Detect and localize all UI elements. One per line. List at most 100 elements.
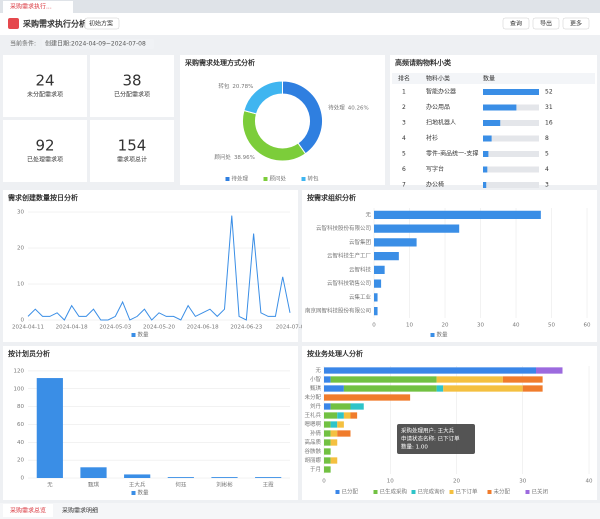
tooltip-line: 采购处理用户: 王大兵 (401, 427, 455, 435)
rank: 1 (402, 89, 406, 96)
filter-label: 当前条件: (10, 40, 36, 48)
bar (374, 265, 385, 274)
bar-segment (330, 430, 338, 437)
legend-swatch (131, 333, 136, 337)
x-tick-label: 0 (372, 323, 376, 329)
legend-label: 数量 (138, 331, 150, 339)
x-tick-label: 2024-06-23 (230, 325, 262, 331)
legend-swatch (430, 333, 435, 337)
bar-segment (324, 394, 411, 401)
tooltip (397, 424, 475, 454)
y-tick-label: 南京网智科技股份有限公司 (305, 307, 371, 315)
button[interactable] (502, 17, 530, 30)
rank: 2 (402, 104, 406, 111)
page-title: 采购需求执行分析 (22, 19, 87, 29)
bottom-tab[interactable] (55, 504, 105, 517)
y-tick-label: 云智科技 (349, 265, 372, 273)
bar-segment (502, 376, 543, 383)
legend-label: 已下订单 (456, 488, 479, 496)
x-tick-label: 王霞 (263, 482, 275, 489)
y-tick-label: 无 (365, 211, 371, 218)
filter-tag[interactable] (42, 39, 154, 49)
y-tick-label: 未分配 (304, 393, 321, 401)
button-label[interactable]: 查询 (510, 20, 522, 28)
bar (36, 378, 63, 478)
x-tick-label: 2024-04-18 (56, 325, 88, 331)
y-tick-label: 20 (17, 246, 24, 252)
button[interactable] (562, 17, 590, 30)
column-header: 物料小类 (426, 75, 450, 83)
x-tick-label: 10 (387, 479, 394, 485)
bar (374, 210, 541, 219)
panel (3, 190, 298, 342)
legend-swatch (131, 491, 136, 495)
bar-segment (324, 403, 331, 410)
bar-segment (324, 448, 331, 455)
header (0, 13, 600, 35)
y-tick-label: 20 (17, 458, 24, 464)
tooltip-line: 申请状态名称: 已下订单 (401, 435, 460, 443)
rank: 6 (402, 166, 406, 173)
bottom-tab-label[interactable]: 采购需求总览 (10, 507, 46, 515)
table-title: 高频请购物料小类 (395, 58, 452, 67)
y-tick-label: 0 (21, 476, 25, 482)
bottom-tab[interactable] (3, 504, 53, 517)
line (27, 215, 291, 321)
legend-label: 转包 (308, 175, 320, 183)
chart-title: 按计划员分析 (8, 349, 50, 358)
y-tick-label: 120 (14, 368, 25, 374)
bar (483, 120, 501, 126)
bar-segment (330, 376, 437, 383)
pie-slice (243, 80, 283, 115)
bar-segment (324, 412, 338, 419)
x-tick-label: 刘彬彬 (216, 481, 233, 489)
scheme-select[interactable] (84, 17, 120, 30)
bar (167, 477, 194, 478)
kpi-value: 24 (35, 72, 54, 90)
y-tick-label: 刘丹 (310, 402, 322, 410)
tab-bar (0, 0, 600, 13)
bar-segment (337, 412, 344, 419)
tab[interactable] (3, 1, 73, 13)
y-tick-label: 云集工业 (349, 293, 372, 301)
x-tick-label: 40 (513, 323, 520, 329)
button-label[interactable]: 导出 (540, 20, 552, 28)
legend-label: 未分配 (494, 488, 511, 496)
scheme-label[interactable]: 初始方案 (89, 20, 113, 28)
panel (3, 55, 87, 117)
y-tick-label: 40 (17, 440, 24, 446)
x-tick-label: 2024-06-18 (187, 325, 219, 331)
bar-segment (536, 367, 563, 374)
kpi-value: 154 (118, 137, 147, 155)
bar (483, 166, 488, 173)
button[interactable] (532, 17, 560, 30)
material: 零件-商品统一-支撑 (426, 150, 478, 158)
x-tick-label: 王大兵 (129, 481, 146, 489)
legend-label: 已完成询价 (418, 488, 446, 496)
count: 3 (545, 182, 549, 189)
slice-label-part: 38.96% (234, 155, 255, 161)
bottom-bar (0, 503, 600, 519)
legend-swatch (487, 490, 492, 494)
tab-label[interactable]: 采购需求执行... (10, 3, 52, 11)
column-header: 数量 (483, 75, 495, 83)
legend-label: 已关闭 (532, 488, 549, 496)
legend-label: 顾问处 (270, 175, 287, 183)
bar (483, 89, 539, 95)
slice-label-part: 顾问处 (214, 153, 231, 161)
y-tick-label: 高品质 (304, 438, 321, 446)
count: 4 (545, 166, 549, 173)
bottom-tab-label[interactable]: 采购需求明细 (62, 507, 98, 515)
button-label[interactable]: 更多 (570, 20, 582, 28)
bar-segment (443, 385, 523, 392)
bar (374, 293, 378, 302)
y-tick-label: 于月 (310, 466, 321, 473)
material: 智能办公器 (426, 88, 456, 96)
bar (211, 477, 238, 478)
panel (180, 55, 385, 185)
y-tick-label: 0 (21, 318, 25, 324)
x-tick-label: 2024-05-03 (99, 325, 131, 331)
filter-tag-text[interactable]: 创建日期:2024-04-09~2024-07-08 (45, 40, 146, 48)
material: 办公用品 (426, 103, 450, 111)
legend-swatch (449, 490, 454, 494)
